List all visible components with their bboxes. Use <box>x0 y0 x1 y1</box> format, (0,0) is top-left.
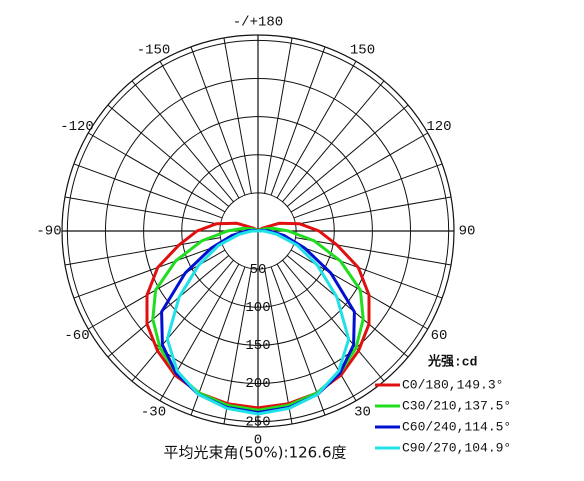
legend-label: C90/270,104.9° <box>402 440 511 455</box>
spoke <box>107 104 230 207</box>
spoke <box>88 132 226 213</box>
theta-tick-label: 120 <box>426 119 451 135</box>
spoke <box>290 132 428 213</box>
spoke <box>223 37 252 194</box>
spoke <box>131 259 234 382</box>
spoke <box>64 196 221 225</box>
ring <box>219 192 297 270</box>
spoke <box>286 255 409 358</box>
caption: 平均光束角(50%):126.6度 <box>163 444 346 462</box>
spoke <box>190 46 246 196</box>
legend-label: C60/240,114.5° <box>402 419 511 434</box>
theta-tick-label: -150 <box>137 43 171 59</box>
theta-tick-label: 90 <box>459 224 476 240</box>
series-line <box>151 226 365 412</box>
spoke <box>264 268 293 425</box>
r-tick-label: 250 <box>245 414 270 430</box>
series-line <box>165 229 351 416</box>
theta-tick-label: -/+180 <box>233 15 283 31</box>
spoke <box>295 237 452 266</box>
legend-label: C0/180,149.3° <box>402 377 503 392</box>
spoke <box>159 263 240 401</box>
spoke <box>159 61 240 199</box>
series-line <box>145 221 371 410</box>
spoke <box>73 163 223 219</box>
spoke <box>286 104 409 207</box>
spoke <box>282 259 385 382</box>
spoke <box>73 243 223 299</box>
r-tick-label: 100 <box>245 300 270 316</box>
theta-tick-label: 150 <box>350 43 375 59</box>
ring <box>181 154 335 308</box>
outer-ring <box>61 34 455 428</box>
spoke <box>293 243 443 299</box>
spoke <box>293 163 443 219</box>
theta-tick-label: -90 <box>36 224 61 240</box>
r-tick-label: 50 <box>250 262 267 278</box>
theta-tick-label: 60 <box>431 328 448 344</box>
spoke <box>107 255 230 358</box>
spoke <box>64 237 221 266</box>
spoke <box>270 46 326 196</box>
legend-label: C30/210,137.5° <box>402 398 511 413</box>
theta-tick-label: 30 <box>354 405 371 421</box>
spoke <box>295 196 452 225</box>
theta-tick-label: -30 <box>141 405 166 421</box>
legend-title: 光强:cd <box>427 353 477 369</box>
spoke <box>190 266 246 416</box>
theta-tick-label: 0 <box>254 433 262 449</box>
theta-tick-label: -120 <box>60 119 94 135</box>
ring <box>143 116 373 346</box>
spoke <box>131 80 234 203</box>
theta-tick-label: -60 <box>64 328 89 344</box>
r-tick-label: 150 <box>245 338 270 354</box>
spoke <box>282 80 385 203</box>
r-tick-label: 200 <box>245 376 270 392</box>
spoke <box>270 266 326 416</box>
ring <box>66 39 450 423</box>
spoke <box>276 61 357 199</box>
spoke <box>264 37 293 194</box>
spoke <box>223 268 252 425</box>
ring <box>104 77 412 385</box>
spoke <box>276 263 357 401</box>
